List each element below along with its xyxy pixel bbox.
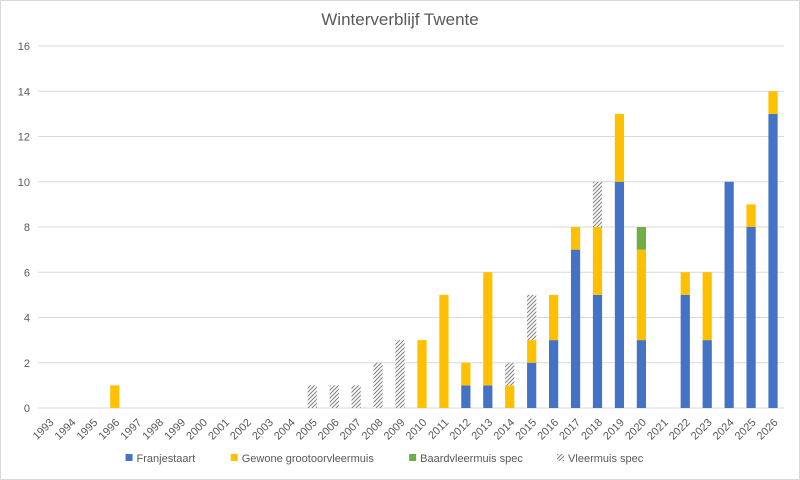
bar-2023-gewone-grootoorvleermuis <box>702 272 712 341</box>
x-tick-label: 2011 <box>426 417 451 442</box>
bar-2025-gewone-grootoorvleermuis <box>746 204 756 227</box>
x-tick-label: 2008 <box>360 417 386 443</box>
x-tick-label: 1997 <box>118 417 144 443</box>
bar-2007-vleermuis-spec <box>351 385 361 408</box>
bar-2015-gewone-grootoorvleermuis <box>527 340 537 363</box>
legend-swatch <box>557 454 565 461</box>
bar-2013-gewone-grootoorvleermuis <box>483 272 493 386</box>
legend-swatch <box>409 454 417 461</box>
bar-2012-franjestaart <box>461 385 471 408</box>
bar-2019-franjestaart <box>614 181 625 408</box>
bar-2014-gewone-grootoorvleermuis <box>505 385 515 408</box>
x-tick-label: 1994 <box>53 417 79 443</box>
x-tick-label: 2000 <box>184 417 210 443</box>
x-tick-label: 2017 <box>557 417 583 443</box>
bar-2020-gewone-grootoorvleermuis <box>636 249 646 341</box>
x-tick-label: 2007 <box>338 417 364 443</box>
gridlines <box>38 45 784 409</box>
bar-2012-gewone-grootoorvleermuis <box>461 362 471 386</box>
x-tick-label: 2006 <box>316 417 342 443</box>
bar-2023-franjestaart <box>702 340 712 408</box>
x-tick-label: 2021 <box>645 417 671 443</box>
x-tick-label: 2023 <box>689 417 715 443</box>
x-tick-label: 2009 <box>382 417 408 443</box>
y-tick-label: 10 <box>18 177 30 189</box>
bar-2005-vleermuis-spec <box>307 385 317 408</box>
legend-swatch <box>230 454 238 461</box>
bar-2022-franjestaart <box>680 294 690 408</box>
y-tick-label: 8 <box>24 222 30 234</box>
y-tick-label: 6 <box>24 267 30 279</box>
x-tick-label: 2026 <box>755 417 781 443</box>
x-tick-label: 2004 <box>272 417 298 443</box>
bar-2018-franjestaart <box>592 294 603 408</box>
x-tick-label: 2014 <box>491 417 517 443</box>
x-tick-label: 1996 <box>97 417 123 443</box>
x-tick-label: 2024 <box>711 417 737 443</box>
x-tick-label: 2020 <box>623 417 649 443</box>
bar-2020-baardvleermuis-spec <box>636 227 646 250</box>
legend-label: Baardvleermuis spec <box>420 453 523 465</box>
x-tick-label: 2013 <box>470 417 496 443</box>
legend: Franjestaart Gewone grootoorvleermuis Baar… <box>125 453 644 465</box>
x-tick-label: 2005 <box>294 417 320 443</box>
bar-2015-vleermuis-spec <box>527 294 537 341</box>
legend-label: Franjestaart <box>137 453 196 465</box>
x-tick-label: 2018 <box>579 417 605 443</box>
chart-title: Winterverblijf Twente <box>321 10 479 29</box>
x-tick-label: 1995 <box>75 417 101 443</box>
bar-2009-vleermuis-spec <box>395 340 405 408</box>
bar-2017-franjestaart <box>570 249 581 408</box>
bar-2019-gewone-grootoorvleermuis <box>614 113 625 182</box>
x-tick-label: 2012 <box>448 417 474 443</box>
x-tick-label: 2003 <box>250 417 276 443</box>
y-tick-label: 12 <box>18 132 30 144</box>
x-tick-label: 2010 <box>404 417 430 443</box>
x-tick-label: 2025 <box>733 417 759 443</box>
y-tick-label: 4 <box>24 313 30 325</box>
bar-2011-gewone-grootoorvleermuis <box>439 294 449 408</box>
x-tick-label: 1998 <box>140 417 166 443</box>
y-tick-label: 2 <box>24 358 30 370</box>
bar-2008-vleermuis-spec <box>373 362 383 408</box>
bar-2026-gewone-grootoorvleermuis <box>768 91 778 114</box>
y-axis-ticks: 0 2 4 6 8 10 12 14 16 <box>18 41 30 415</box>
bar-2018-gewone-grootoorvleermuis <box>592 227 603 295</box>
bars <box>110 91 778 408</box>
y-tick-label: 0 <box>24 403 30 415</box>
bar-2017-gewone-grootoorvleermuis <box>570 227 581 250</box>
x-tick-label: 2016 <box>535 417 561 443</box>
x-tick-label: 1999 <box>162 417 188 443</box>
bar-2016-franjestaart <box>549 340 559 408</box>
x-tick-label: 2019 <box>601 417 627 443</box>
y-tick-label: 16 <box>18 41 30 53</box>
x-axis-ticks: 1993199419951996199719981999200020012002… <box>31 417 781 443</box>
y-tick-label: 14 <box>18 86 30 98</box>
bar-2006-vleermuis-spec <box>329 385 339 408</box>
bar-2026-franjestaart <box>768 113 778 408</box>
x-tick-label: 2015 <box>513 417 539 443</box>
bar-2010-gewone-grootoorvleermuis <box>417 340 427 408</box>
bar-2015-franjestaart <box>527 362 537 408</box>
bar-2016-gewone-grootoorvleermuis <box>549 294 559 341</box>
bar-2014-vleermuis-spec <box>505 362 515 386</box>
bar-2025-franjestaart <box>746 227 756 408</box>
bar-1996-gewone-grootoorvleermuis <box>110 385 120 408</box>
legend-label: Vleermuis spec <box>568 453 644 465</box>
x-tick-label: 1993 <box>31 417 57 443</box>
bar-2022-gewone-grootoorvleermuis <box>680 272 690 295</box>
legend-label: Gewone grootoorvleermuis <box>242 453 375 465</box>
bar-2020-franjestaart <box>636 340 646 408</box>
bar-2013-franjestaart <box>483 385 493 408</box>
legend-swatch <box>125 454 133 461</box>
x-tick-label: 2001 <box>206 417 232 443</box>
bar-2024-franjestaart <box>724 181 734 408</box>
x-tick-label: 2022 <box>667 417 693 443</box>
x-tick-label: 2002 <box>228 417 254 443</box>
bar-2018-vleermuis-spec <box>592 181 603 227</box>
